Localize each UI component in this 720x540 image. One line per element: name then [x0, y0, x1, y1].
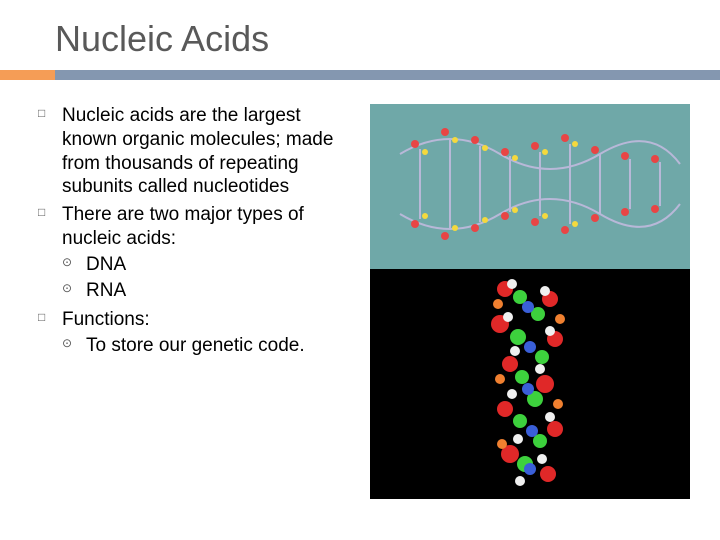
bullet-item: There are two major types of nucleic aci… [38, 203, 358, 304]
accent-block [0, 70, 55, 80]
slide-title: Nucleic Acids [0, 0, 720, 70]
bullet-text: There are two major types of nucleic aci… [62, 204, 304, 249]
sub-list: DNA RNA [62, 253, 358, 304]
content-area: Nucleic acids are the largest known orga… [0, 80, 720, 499]
image-column [370, 104, 690, 499]
sub-item: DNA [62, 253, 358, 278]
bullet-text: Functions: [62, 309, 150, 330]
dna-structure-image [370, 104, 690, 269]
bullet-item: Nucleic acids are the largest known orga… [38, 104, 358, 199]
title-underline [0, 70, 720, 80]
dna-helix-image [370, 269, 690, 499]
bullet-list: Nucleic acids are the largest known orga… [38, 104, 358, 358]
sub-item: To store our genetic code. [62, 334, 358, 359]
sub-item: RNA [62, 279, 358, 304]
rule-bar [55, 70, 720, 80]
bullet-item: Functions: To store our genetic code. [38, 308, 358, 358]
bullet-text: Nucleic acids are the largest known orga… [62, 105, 333, 197]
text-column: Nucleic acids are the largest known orga… [38, 104, 358, 499]
sub-list: To store our genetic code. [62, 334, 358, 359]
